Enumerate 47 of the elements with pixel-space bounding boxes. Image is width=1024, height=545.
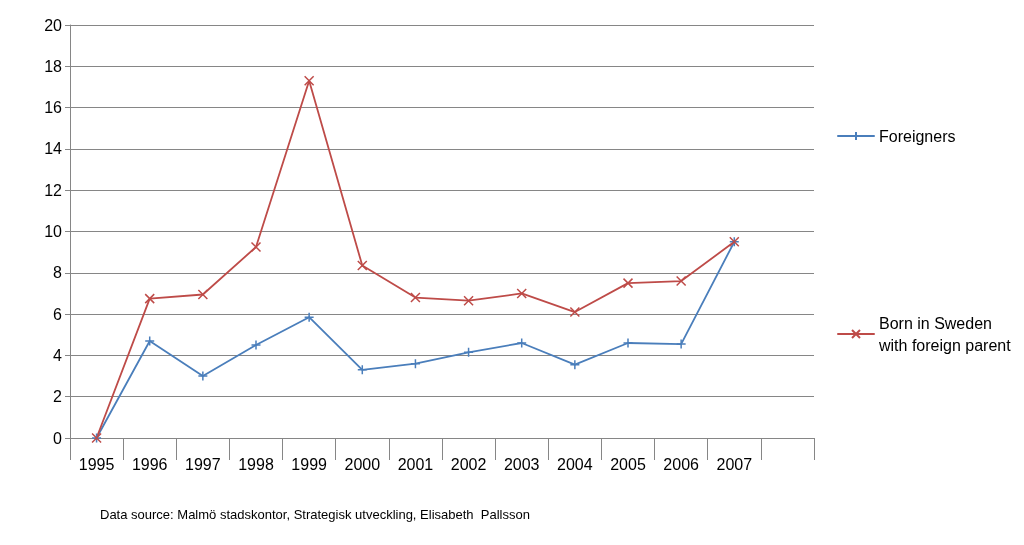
y-tick-label: 2 [53,388,63,406]
y-tick-label: 18 [44,57,63,75]
y-tick-label: 6 [53,305,63,323]
x-tick-label: 2000 [344,455,381,473]
point [410,292,421,303]
point [516,288,527,299]
y-tick-label: 14 [44,140,63,158]
point [622,277,634,289]
point [463,295,474,306]
point [675,275,687,287]
y-tick-label: 0 [53,429,63,447]
x-tick-label: 2001 [397,455,434,473]
legend-label: Born in Sweden with foreign parent [878,314,1012,354]
point [197,289,209,300]
point [622,337,634,349]
point [357,364,368,376]
point [569,306,581,318]
point [144,335,155,347]
point [197,370,209,382]
x-tick-label: 2006 [663,455,700,473]
source-note: Data source: Malmö stadskontor, Strategisk utveckling, Elisabeth Pallsson [100,507,530,522]
y-tick-label: 16 [44,99,63,117]
x-tick-label: 1996 [131,455,168,473]
x-tick-label: 2003 [503,455,540,473]
point [357,260,368,271]
point [675,338,687,350]
x-tick-label: 2007 [716,455,753,473]
point [516,337,527,349]
x-tick-label: 1997 [185,455,221,473]
point [303,75,315,86]
point [569,359,581,370]
x-tick-label: 2002 [450,455,487,473]
legend-label: Foreigners [879,127,956,145]
x-tick-label: 2005 [610,455,646,473]
x-tick-label: 1999 [291,455,328,473]
y-tick-label: 4 [53,346,63,364]
point [303,311,315,323]
x-tick-label: 2004 [557,455,593,473]
y-tick-label: 20 [44,16,63,34]
point [250,241,262,253]
point [250,339,262,351]
y-tick-label: 8 [53,264,63,282]
x-tick-label: 1998 [238,455,274,473]
point [144,293,155,304]
y-tick-label: 12 [44,181,63,199]
y-tick-label: 10 [44,223,63,240]
x-tick-label: 1995 [78,455,115,473]
